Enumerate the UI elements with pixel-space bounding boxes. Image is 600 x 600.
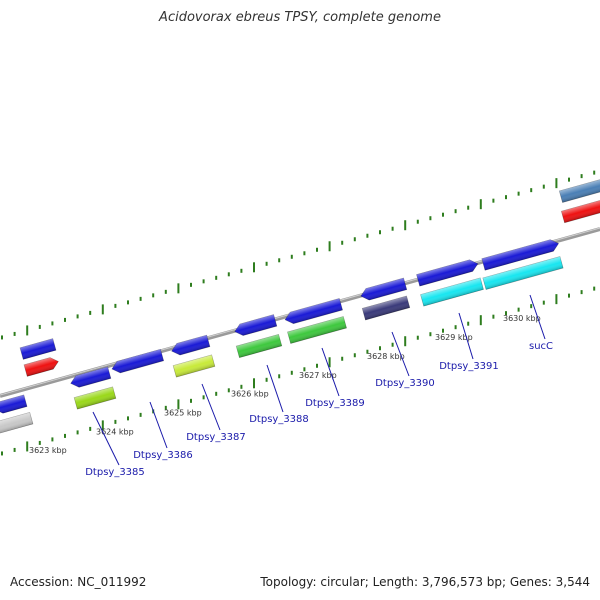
kbp-tick-label: 3624 kbp — [96, 427, 134, 436]
kbp-tick-label: 3628 kbp — [367, 352, 405, 361]
gene-succ-arrow[interactable] — [481, 238, 560, 271]
gene-dtpsy-3390-annotation[interactable] — [361, 295, 411, 321]
gene-dtpsy-3385-leader-line — [92, 411, 120, 466]
gene-dtpsy-3391-arrow[interactable] — [416, 258, 480, 287]
lower-tick-row — [1, 286, 596, 456]
gene-dtpsy-3390-leader-line — [391, 331, 410, 377]
gene-dtpsy-3390-label[interactable]: Dtpsy_3390 — [375, 378, 435, 389]
kbp-tick-label: 3629 kbp — [435, 333, 473, 342]
gene-succ-label[interactable]: sucC — [529, 341, 553, 352]
kbp-tick-label: 3623 kbp — [29, 446, 67, 455]
genome-summary-label: Topology: circular; Length: 3,796,573 bp… — [260, 575, 590, 589]
gene-dtpsy-3387-label[interactable]: Dtpsy_3387 — [186, 432, 246, 443]
upstream-feature-grey[interactable] — [0, 412, 34, 434]
accession-label: Accession: NC_011992 — [10, 575, 147, 589]
kbp-tick-label: 3626 kbp — [231, 390, 269, 399]
downstream-feature-steel[interactable] — [558, 177, 600, 203]
gene-dtpsy-3389-leader-line — [321, 347, 340, 397]
gene-dtpsy-3386-label[interactable]: Dtpsy_3386 — [133, 450, 193, 461]
gene-dtpsy-3385-annotation[interactable] — [73, 386, 117, 410]
upstream-feature-red[interactable] — [23, 356, 60, 377]
gene-dtpsy-3385-arrow[interactable] — [69, 366, 112, 389]
upper-tick-row — [1, 170, 596, 340]
kbp-tick-label: 3625 kbp — [164, 408, 202, 417]
kbp-tick-label: 3627 kbp — [299, 371, 337, 380]
kbp-tick-label: 3630 kbp — [503, 314, 541, 323]
gene-dtpsy-3385-label[interactable]: Dtpsy_3385 — [85, 467, 145, 478]
gene-dtpsy-3388-arrow[interactable] — [233, 314, 278, 338]
gene-dtpsy-3386-leader-line — [149, 401, 168, 449]
gene-succ-leader-line — [529, 294, 546, 340]
gene-dtpsy-3388-leader-line — [266, 364, 284, 413]
gene-dtpsy-3389-label[interactable]: Dtpsy_3389 — [305, 398, 365, 409]
gene-dtpsy-3387-annotation[interactable] — [172, 354, 216, 378]
genome-title: Acidovorax ebreus TPSY, complete genome — [159, 10, 441, 25]
gene-succ-annotation[interactable] — [482, 256, 564, 290]
gene-dtpsy-3386-arrow[interactable] — [110, 348, 165, 375]
gene-dtpsy-3387-arrow[interactable] — [170, 334, 211, 357]
gene-dtpsy-3389-annotation[interactable] — [287, 316, 347, 344]
gene-dtpsy-3388-label[interactable]: Dtpsy_3388 — [249, 414, 309, 425]
gene-dtpsy-3390-arrow[interactable] — [359, 277, 408, 302]
gene-dtpsy-3391-label[interactable]: Dtpsy_3391 — [439, 361, 499, 372]
upstream-feature-blue-2[interactable] — [19, 338, 57, 360]
gene-dtpsy-3391-leader-line — [458, 312, 474, 360]
gene-dtpsy-3389-arrow[interactable] — [283, 298, 343, 325]
upstream-feature-blue[interactable] — [0, 394, 28, 415]
gene-dtpsy-3387-leader-line — [201, 383, 221, 431]
gene-dtpsy-3388-annotation[interactable] — [235, 333, 283, 359]
gene-dtpsy-3391-annotation[interactable] — [420, 277, 484, 307]
downstream-feature-red[interactable] — [560, 196, 600, 224]
